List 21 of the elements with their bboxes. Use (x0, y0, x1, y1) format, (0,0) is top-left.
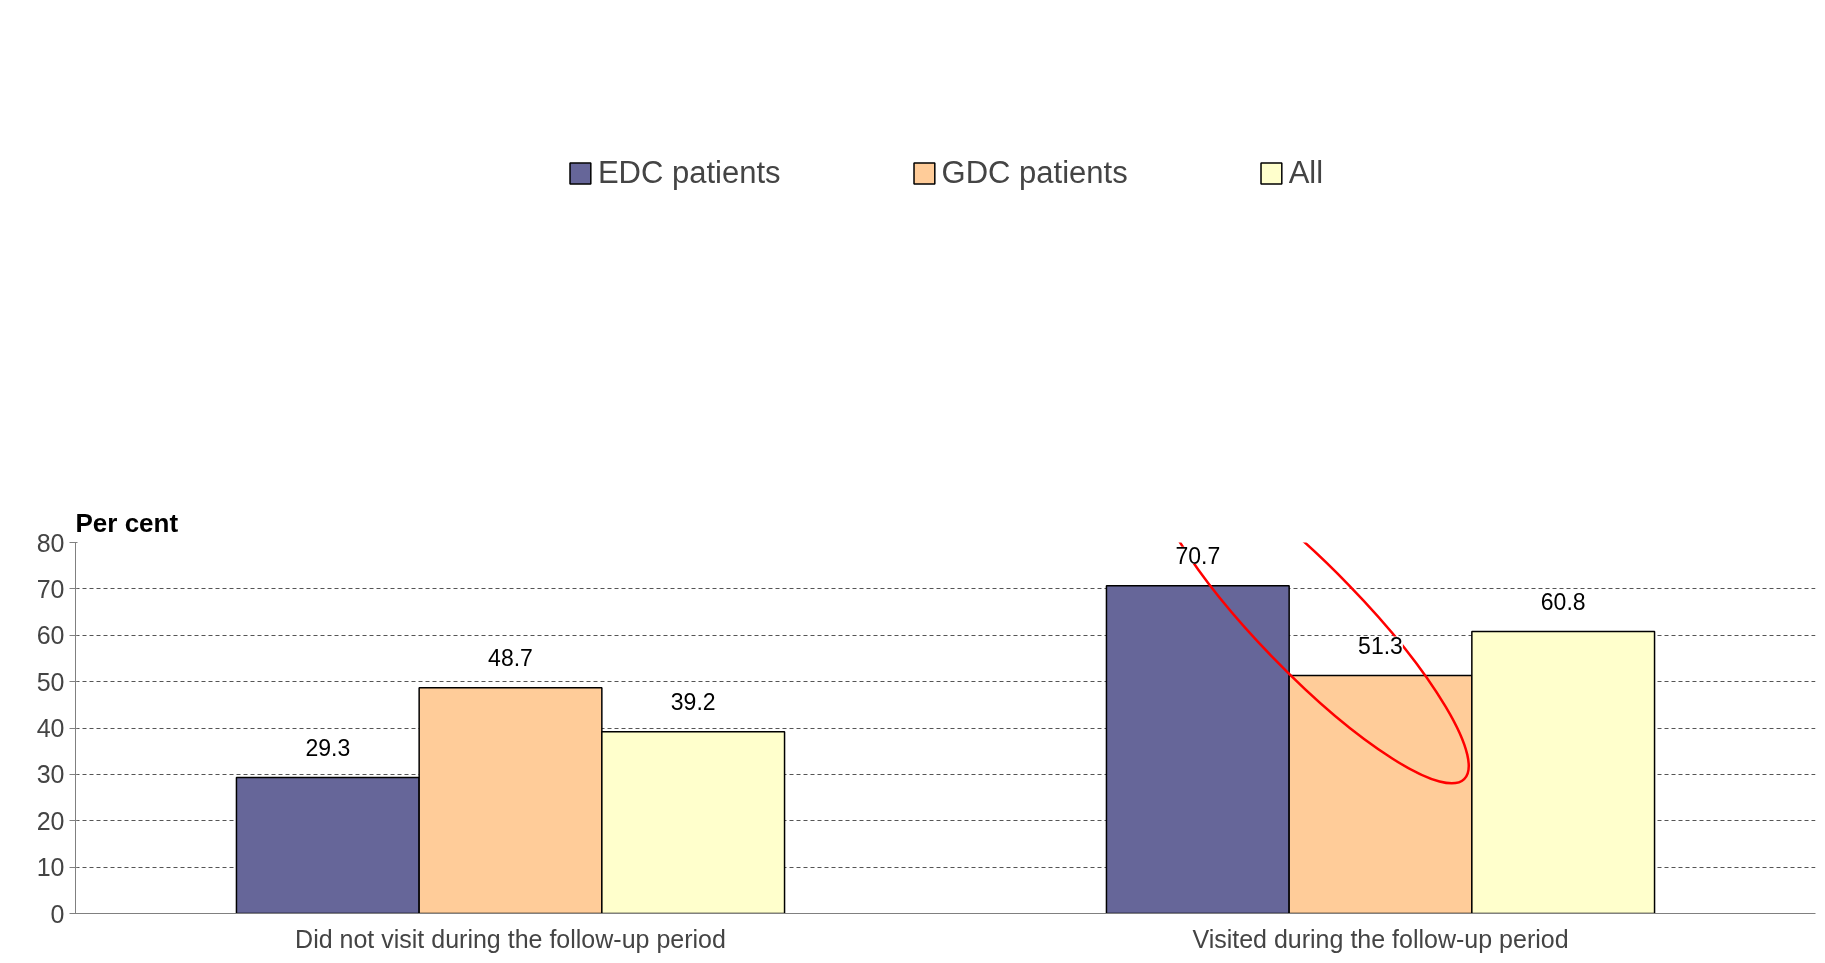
data-label: 60.8 (1540, 588, 1586, 615)
legend-label: EDC patients (597, 154, 781, 191)
data-label: 48.7 (488, 644, 533, 671)
y-tick-label: 30 (36, 760, 65, 789)
data-label: 29.3 (305, 734, 351, 761)
data-label: 70.7 (1175, 542, 1221, 569)
x-tick-label: Did not visit during the follow-up period (295, 924, 726, 953)
data-label: 39.2 (670, 688, 716, 715)
y-tick-label: 70 (36, 574, 65, 603)
y-tick-label: 10 (36, 853, 65, 882)
y-tick-label: 40 (36, 714, 65, 742)
y-tick-label: 60 (36, 621, 65, 650)
y-axis-title: Per cent (75, 507, 179, 538)
legend-label: All (1288, 154, 1324, 191)
data-label: 51.3 (1358, 632, 1403, 659)
y-tick-label: 80 (36, 528, 65, 557)
y-tick-label: 20 (36, 806, 65, 835)
y-tick-label: 0 (50, 899, 65, 928)
legend-label: GDC patients (941, 154, 1128, 191)
x-tick-label: Visited during the follow-up period (1192, 924, 1569, 953)
y-tick-label: 50 (36, 667, 65, 696)
